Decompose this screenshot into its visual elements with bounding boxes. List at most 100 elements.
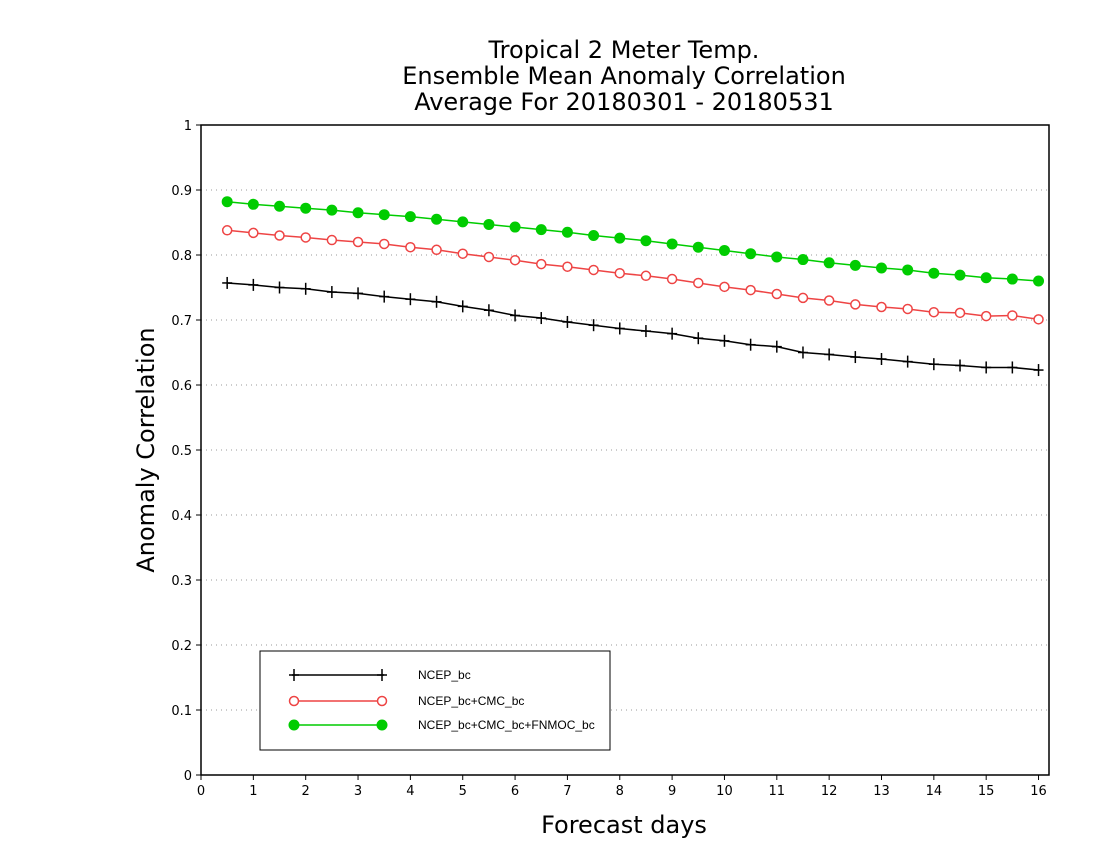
data-point [797, 254, 809, 266]
data-point [980, 310, 992, 322]
data-point [483, 218, 495, 230]
data-point [666, 273, 678, 285]
data-point [326, 234, 338, 246]
data-point [981, 361, 992, 374]
legend-item: NCEP_bc+CMC_bc+FNMOC_bc [288, 718, 595, 732]
data-point [667, 327, 678, 340]
y-tick-label: 0.7 [171, 314, 192, 329]
data-point [221, 225, 233, 236]
data-point [457, 300, 468, 313]
legend-item: NCEP_bc+CMC_bc [288, 694, 524, 708]
data-point [510, 309, 521, 322]
data-point [823, 257, 835, 269]
data-point [797, 346, 808, 359]
y-tick-label: 0.6 [171, 379, 192, 394]
y-axis-title: Anomaly Correlation [132, 327, 160, 572]
y-tick-label: 0 [184, 769, 192, 784]
data-point [457, 248, 468, 259]
x-axis-title: Forecast days [541, 811, 707, 839]
x-tick-label: 0 [197, 784, 205, 799]
legend: NCEP_bc NCEP_bc+CMC_bc NCEP_bc+CMC_bc+FNMO… [259, 650, 611, 751]
data-point [928, 267, 940, 279]
data-point [535, 224, 547, 236]
data-point [693, 332, 704, 345]
data-point [221, 196, 233, 208]
data-point [404, 211, 416, 223]
x-tick-label: 2 [302, 784, 310, 799]
y-tick-label: 0.4 [171, 509, 192, 524]
x-tick-label: 11 [769, 784, 786, 799]
data-point [1033, 314, 1044, 325]
x-tick-label: 6 [511, 784, 519, 799]
data-point [928, 306, 940, 318]
series-2 [221, 225, 1044, 325]
x-tick-label: 15 [978, 784, 995, 799]
data-point [561, 226, 573, 238]
x-tick-label: 3 [354, 784, 362, 799]
data-point [771, 288, 783, 300]
data-point [955, 359, 966, 372]
series-1 [222, 276, 1044, 377]
series-3 [221, 196, 1045, 287]
series-group [221, 196, 1045, 377]
data-point [1006, 273, 1018, 285]
data-point [693, 277, 704, 289]
y-tick-label: 0.1 [171, 704, 192, 719]
data-point [509, 254, 521, 266]
data-point [353, 287, 364, 300]
data-point [1007, 310, 1018, 321]
series-line [227, 282, 1039, 371]
data-point [562, 315, 573, 328]
x-tick-label: 12 [821, 784, 838, 799]
x-tick-label: 14 [926, 784, 943, 799]
legend-label: NCEP_bc+CMC_bc [418, 694, 524, 708]
data-point [902, 264, 914, 276]
data-point [718, 244, 730, 256]
data-point [849, 259, 861, 271]
data-point [771, 340, 782, 353]
data-point [876, 301, 887, 313]
data-point [902, 303, 913, 315]
data-point [431, 295, 442, 308]
legend-items: NCEP_bc NCEP_bc+CMC_bc NCEP_bc+CMC_bc+FNMO… [288, 668, 595, 732]
data-point [289, 669, 299, 681]
data-point [928, 358, 939, 371]
data-point [876, 353, 887, 365]
data-point [640, 235, 652, 247]
data-point [614, 267, 626, 279]
data-point [247, 198, 259, 210]
data-point [431, 244, 442, 256]
data-point [823, 295, 835, 306]
data-point [288, 719, 300, 731]
data-point [562, 261, 573, 272]
data-point [535, 258, 547, 270]
data-point [954, 307, 966, 319]
data-point [692, 241, 704, 253]
data-point [1007, 361, 1018, 374]
data-point [588, 319, 599, 332]
grid [201, 189, 1049, 711]
y-tick-label: 0.9 [171, 184, 192, 199]
data-point [300, 282, 311, 295]
x-tick-label: 9 [668, 784, 676, 799]
data-point [274, 281, 285, 294]
data-point [483, 251, 495, 263]
x-tick-label: 1 [249, 784, 257, 799]
data-point [850, 299, 861, 310]
x-tick-label: 7 [563, 784, 571, 799]
y-tick-label: 0.5 [171, 444, 192, 459]
data-point [666, 238, 678, 250]
data-point [614, 322, 625, 335]
data-point [248, 227, 259, 239]
data-point [509, 221, 521, 233]
data-point [980, 272, 992, 284]
data-point [274, 230, 285, 241]
legend-label: NCEP_bc [418, 668, 471, 682]
data-point [536, 312, 547, 325]
x-tick-label: 13 [873, 784, 890, 799]
data-point [1033, 364, 1044, 377]
data-point [771, 251, 783, 263]
data-point [745, 248, 757, 260]
y-tick-label: 0.8 [171, 249, 192, 264]
data-point [875, 262, 887, 274]
